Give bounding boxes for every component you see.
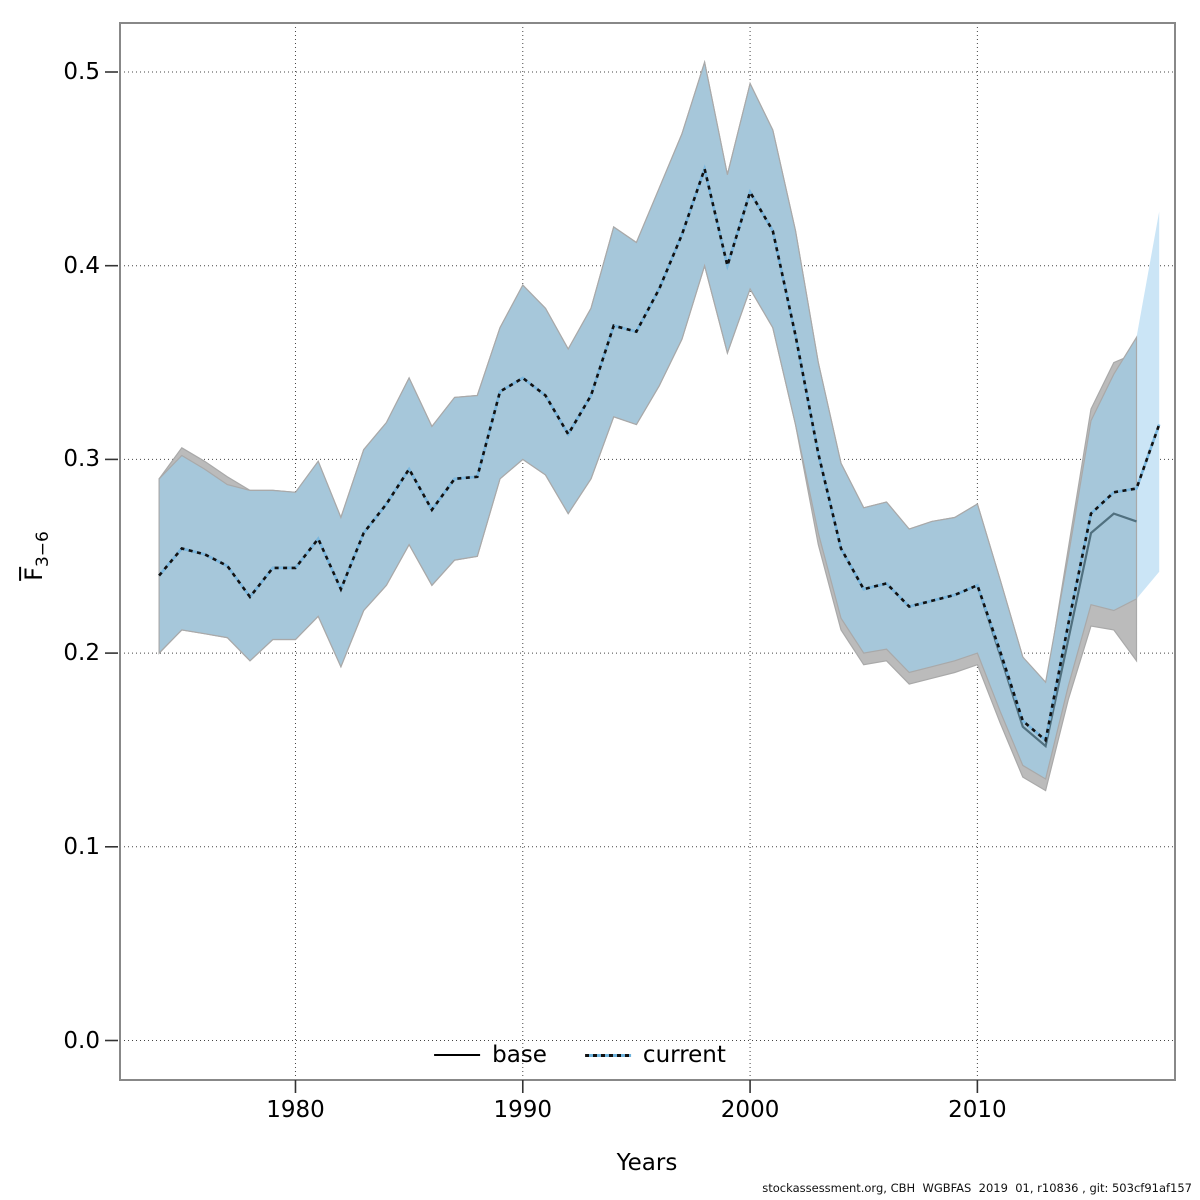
footer-attribution: stockassessment.org, CBH WGBFAS 2019 01,… — [762, 1181, 1192, 1195]
y-tick-label: 0.3 — [63, 446, 100, 473]
legend-item-current: current — [584, 1042, 726, 1068]
current-confidence-band — [158, 59, 1138, 780]
y-tick-label: 0.1 — [63, 833, 100, 860]
current-only-confidence-band — [1136, 211, 1160, 599]
y-tick-label: 0.5 — [63, 59, 100, 85]
plot-border — [119, 22, 1176, 1081]
x-tick-label: 1990 — [493, 1097, 553, 1123]
legend-line-current-icon — [584, 1053, 631, 1057]
legend-item-base: base — [434, 1042, 547, 1068]
legend-line-base-icon — [434, 1054, 481, 1056]
x-tick-label: 2000 — [720, 1097, 780, 1123]
current-median-line — [158, 164, 1161, 743]
y-axis-label: F3−6 — [19, 531, 53, 581]
y-tick-label: 0.2 — [63, 640, 100, 667]
x-tick-label: 1980 — [266, 1097, 325, 1123]
x-axis-label: Years — [616, 1150, 678, 1176]
y-tick-label: 0.4 — [63, 252, 100, 279]
y-axis-label-subscript: 3−6 — [32, 531, 53, 568]
legend-label-current: current — [642, 1042, 726, 1068]
legend-label-base: base — [492, 1042, 547, 1068]
y-tick-label: 0.0 — [63, 1027, 100, 1054]
x-tick-label: 2010 — [948, 1097, 1007, 1123]
y-axis-label-symbol: F — [19, 567, 49, 581]
legend: base current — [434, 1042, 726, 1068]
